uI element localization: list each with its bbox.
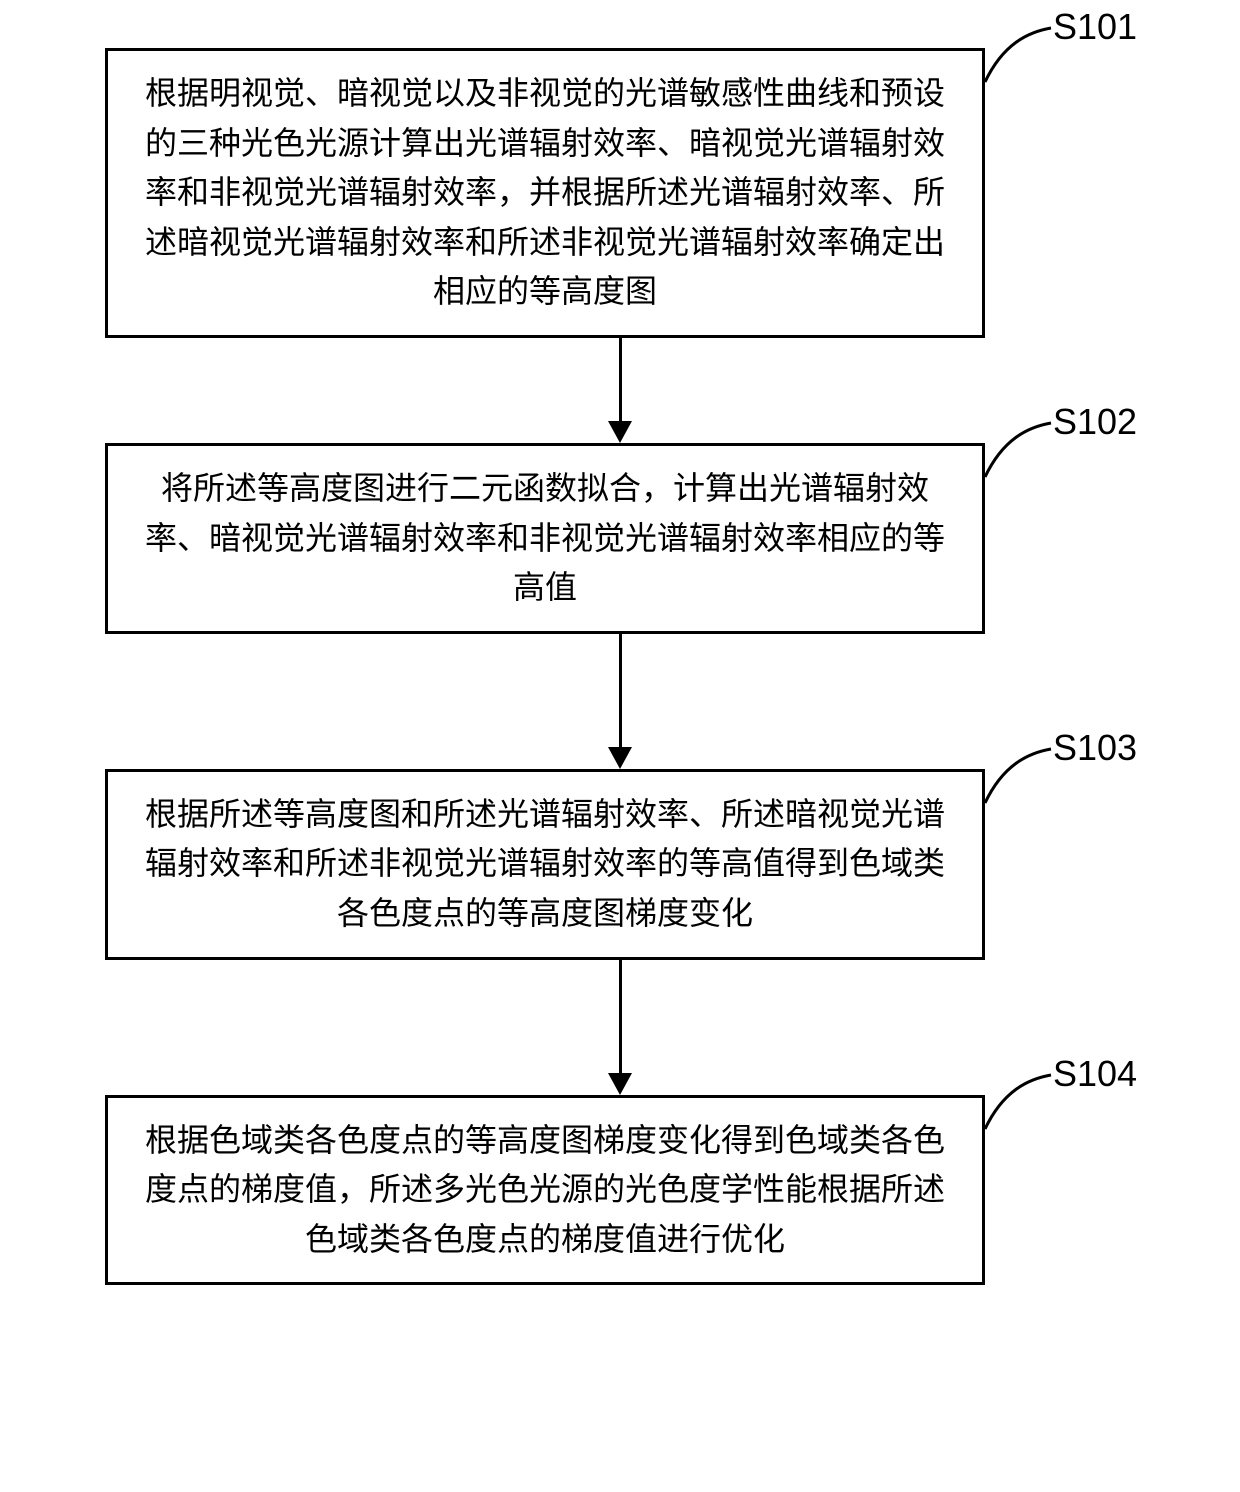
arrow-line bbox=[619, 338, 622, 426]
step-text: 根据明视觉、暗视觉以及非视觉的光谱敏感性曲线和预设的三种光色光源计算出光谱辐射效… bbox=[145, 75, 945, 309]
step-box-s103: 根据所述等高度图和所述光谱辐射效率、所述暗视觉光谱辐射效率和所述非视觉光谱辐射效… bbox=[105, 769, 985, 960]
step-box-s104: 根据色域类各色度点的等高度图梯度变化得到色域类各色度点的梯度值，所述多光色光源的… bbox=[105, 1095, 985, 1286]
arrow-line bbox=[619, 960, 622, 1078]
flowchart-step: 根据色域类各色度点的等高度图梯度变化得到色域类各色度点的梯度值，所述多光色光源的… bbox=[105, 1095, 1135, 1286]
arrow-head-icon bbox=[608, 1073, 632, 1095]
flowchart-container: 根据明视觉、暗视觉以及非视觉的光谱敏感性曲线和预设的三种光色光源计算出光谱辐射效… bbox=[105, 48, 1135, 1285]
flowchart-arrow bbox=[180, 634, 1060, 769]
flowchart-step: 将所述等高度图进行二元函数拟合，计算出光谱辐射效率、暗视觉光谱辐射效率和非视觉光… bbox=[105, 443, 1135, 634]
step-label-s104: S104 bbox=[1053, 1053, 1137, 1095]
step-label-s103: S103 bbox=[1053, 727, 1137, 769]
flowchart-step: 根据所述等高度图和所述光谱辐射效率、所述暗视觉光谱辐射效率和所述非视觉光谱辐射效… bbox=[105, 769, 1135, 960]
callout-line-s101 bbox=[983, 24, 1053, 84]
step-box-s102: 将所述等高度图进行二元函数拟合，计算出光谱辐射效率、暗视觉光谱辐射效率和非视觉光… bbox=[105, 443, 985, 634]
arrow-line bbox=[619, 634, 622, 752]
step-text: 根据所述等高度图和所述光谱辐射效率、所述暗视觉光谱辐射效率和所述非视觉光谱辐射效… bbox=[145, 796, 945, 931]
flowchart-step: 根据明视觉、暗视觉以及非视觉的光谱敏感性曲线和预设的三种光色光源计算出光谱辐射效… bbox=[105, 48, 1135, 338]
step-box-s101: 根据明视觉、暗视觉以及非视觉的光谱敏感性曲线和预设的三种光色光源计算出光谱辐射效… bbox=[105, 48, 985, 338]
flowchart-arrow bbox=[180, 960, 1060, 1095]
arrow-head-icon bbox=[608, 747, 632, 769]
flowchart-arrow bbox=[180, 338, 1060, 443]
step-text: 根据色域类各色度点的等高度图梯度变化得到色域类各色度点的梯度值，所述多光色光源的… bbox=[145, 1122, 945, 1257]
step-label-s102: S102 bbox=[1053, 401, 1137, 443]
arrow-head-icon bbox=[608, 421, 632, 443]
step-text: 将所述等高度图进行二元函数拟合，计算出光谱辐射效率、暗视觉光谱辐射效率和非视觉光… bbox=[145, 470, 945, 605]
step-label-s101: S101 bbox=[1053, 6, 1137, 48]
